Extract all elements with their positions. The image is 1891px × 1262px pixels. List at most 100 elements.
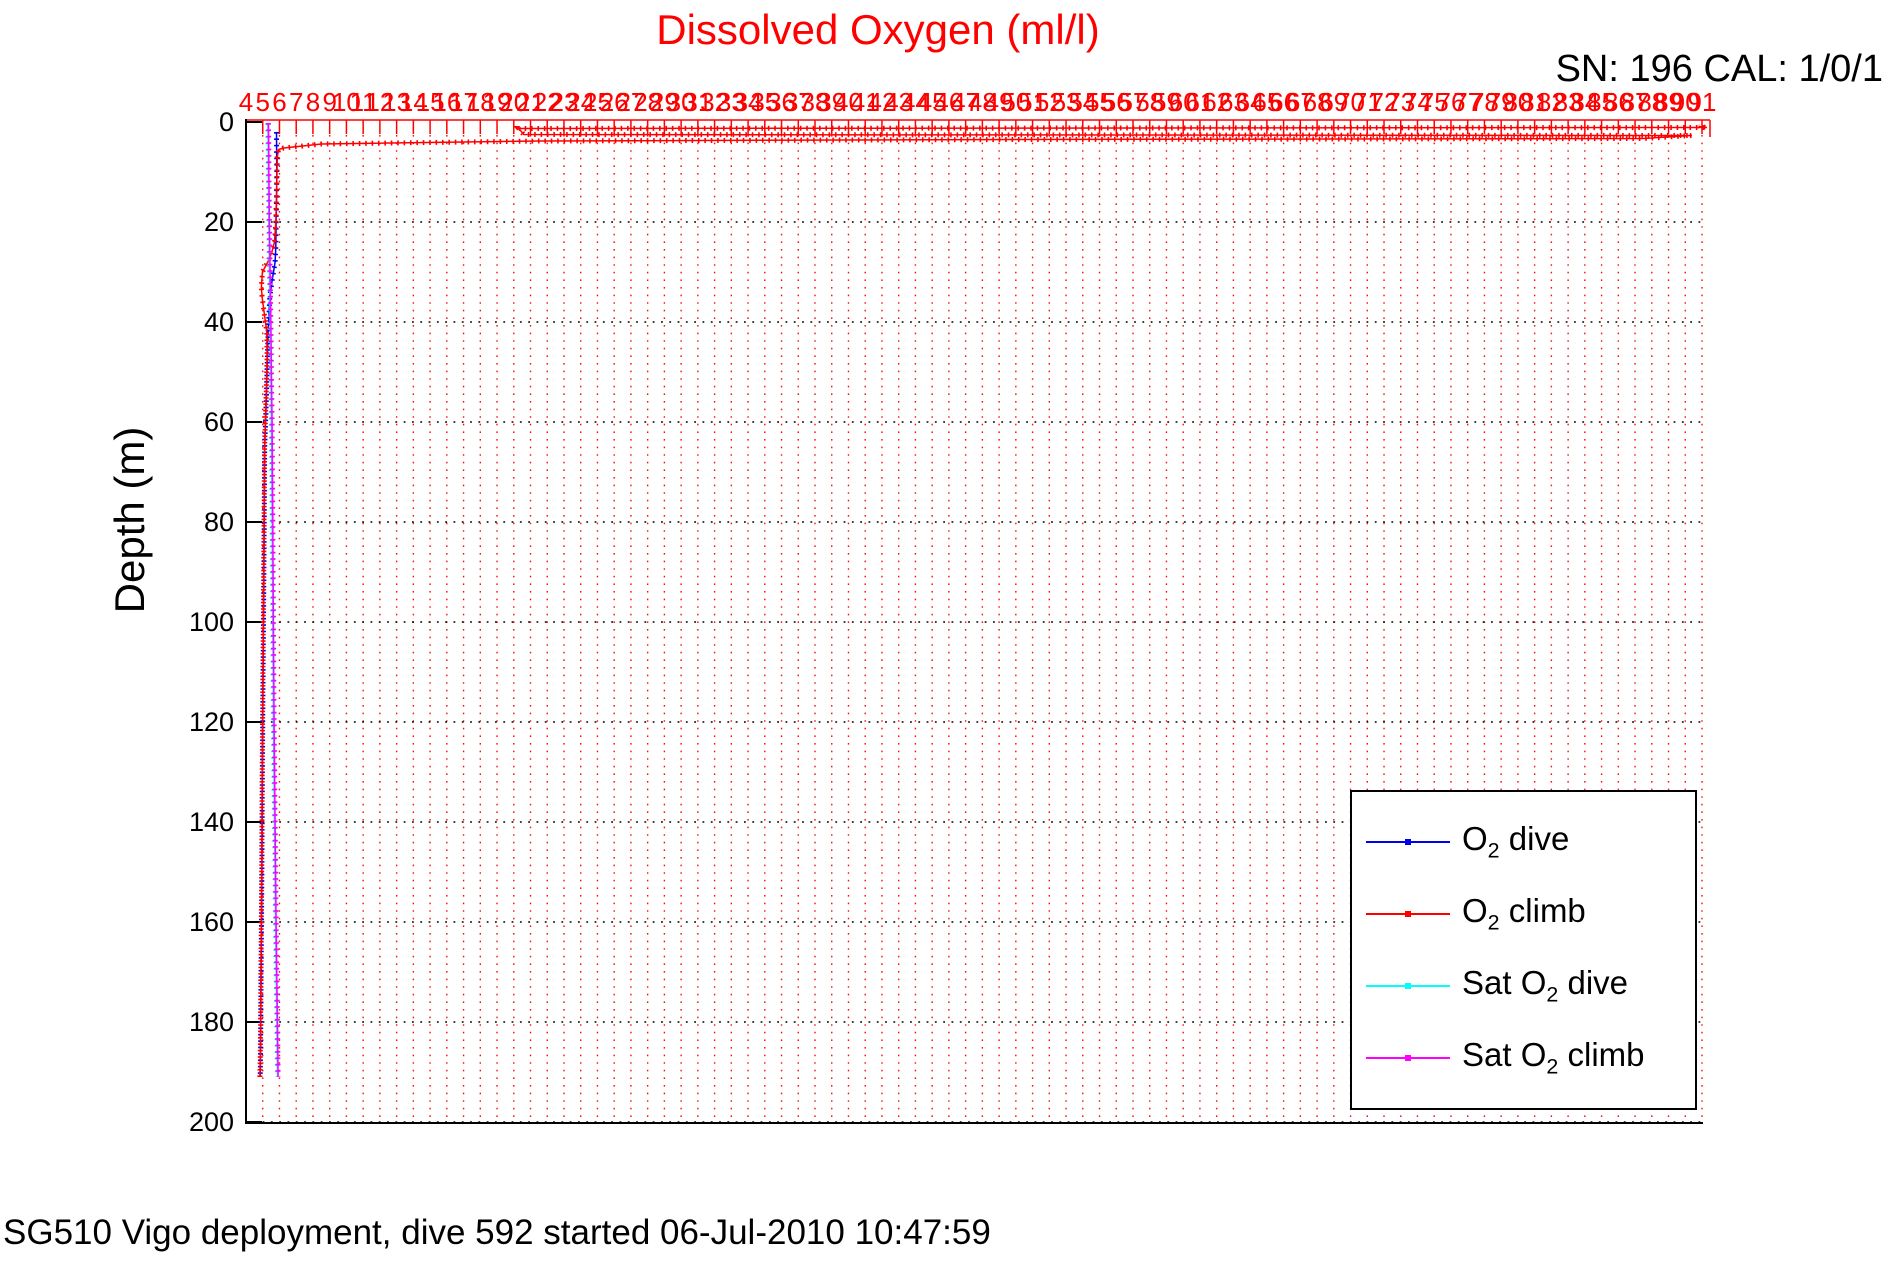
legend-label-suffix: dive bbox=[1499, 820, 1570, 858]
svg-text:88: 88 bbox=[1637, 87, 1666, 117]
top-axis bbox=[245, 119, 1711, 137]
svg-text:32: 32 bbox=[700, 87, 729, 117]
svg-text:11: 11 bbox=[350, 87, 377, 117]
svg-text:80: 80 bbox=[1503, 87, 1532, 117]
svg-text:89: 89 bbox=[1654, 87, 1683, 117]
legend-label-sat-o2-dive: Sat O bbox=[1462, 964, 1547, 1002]
legend-label-o2-climb: O bbox=[1462, 892, 1488, 930]
svg-text:33: 33 bbox=[717, 87, 746, 117]
legend-item-o2-dive: O2 dive bbox=[1352, 820, 1695, 864]
svg-text:82: 82 bbox=[1537, 87, 1566, 117]
svg-text:19: 19 bbox=[483, 87, 512, 117]
svg-text:24: 24 bbox=[566, 87, 595, 117]
svg-text:23: 23 bbox=[550, 87, 579, 117]
svg-text:10: 10 bbox=[332, 87, 361, 117]
legend-label-subscript: 2 bbox=[1546, 1054, 1559, 1079]
svg-text:21: 21 bbox=[516, 87, 545, 117]
svg-text:54: 54 bbox=[1068, 87, 1097, 117]
svg-text:20: 20 bbox=[499, 87, 528, 117]
svg-text:49: 49 bbox=[985, 87, 1014, 117]
svg-text:20: 20 bbox=[204, 207, 234, 237]
legend-label-suffix: climb bbox=[1558, 1036, 1645, 1074]
svg-text:52: 52 bbox=[1035, 87, 1064, 117]
svg-text:70: 70 bbox=[1336, 87, 1365, 117]
legend-item-o2-climb: O2 climb bbox=[1352, 892, 1695, 936]
svg-text:37: 37 bbox=[784, 87, 813, 117]
legend-item-sat-o2-climb: Sat O2 climb bbox=[1352, 1036, 1695, 1080]
svg-text:120: 120 bbox=[189, 707, 234, 737]
svg-text:85: 85 bbox=[1587, 87, 1616, 117]
svg-text:86: 86 bbox=[1604, 87, 1633, 117]
svg-text:39: 39 bbox=[817, 87, 846, 117]
legend-line-sample-o2-climb bbox=[1366, 911, 1450, 918]
svg-text:90: 90 bbox=[1671, 87, 1700, 117]
legend-label-sat-o2-climb: Sat O bbox=[1462, 1036, 1547, 1074]
svg-text:78: 78 bbox=[1470, 87, 1499, 117]
svg-text:31: 31 bbox=[683, 87, 712, 117]
svg-text:68: 68 bbox=[1303, 87, 1332, 117]
svg-text:72: 72 bbox=[1370, 87, 1399, 117]
svg-text:34: 34 bbox=[734, 87, 763, 117]
svg-text:35: 35 bbox=[750, 87, 779, 117]
legend-label-subscript: 2 bbox=[1487, 838, 1500, 863]
legend-line-sample-sat-o2-climb bbox=[1366, 1054, 1450, 1061]
svg-text:4: 4 bbox=[239, 87, 253, 117]
svg-text:83: 83 bbox=[1554, 87, 1583, 117]
svg-text:180: 180 bbox=[189, 1007, 234, 1037]
svg-text:75: 75 bbox=[1420, 87, 1449, 117]
svg-text:29: 29 bbox=[650, 87, 679, 117]
legend-label-o2-dive: O bbox=[1462, 820, 1488, 858]
svg-text:41: 41 bbox=[851, 87, 880, 117]
svg-text:44: 44 bbox=[901, 87, 930, 117]
svg-text:60: 60 bbox=[204, 407, 234, 437]
svg-text:8: 8 bbox=[306, 87, 320, 117]
svg-text:38: 38 bbox=[801, 87, 830, 117]
svg-text:28: 28 bbox=[633, 87, 662, 117]
legend-label-suffix: climb bbox=[1499, 892, 1586, 930]
svg-text:62: 62 bbox=[1202, 87, 1231, 117]
svg-text:60: 60 bbox=[1169, 87, 1198, 117]
legend-line-sample-sat-o2-dive bbox=[1366, 982, 1450, 989]
svg-text:91: 91 bbox=[1688, 87, 1717, 117]
svg-text:76: 76 bbox=[1437, 87, 1466, 117]
figure-caption: SG510 Vigo deployment, dive 592 started … bbox=[3, 1213, 991, 1252]
svg-text:67: 67 bbox=[1286, 87, 1315, 117]
svg-text:71: 71 bbox=[1353, 87, 1382, 117]
svg-text:65: 65 bbox=[1252, 87, 1281, 117]
svg-text:18: 18 bbox=[466, 87, 495, 117]
series-sat-o2-climb bbox=[265, 122, 281, 1078]
legend-label-subscript: 2 bbox=[1487, 910, 1500, 935]
svg-text:87: 87 bbox=[1621, 87, 1650, 117]
svg-text:100: 100 bbox=[189, 607, 234, 637]
svg-text:160: 160 bbox=[189, 907, 234, 937]
svg-text:53: 53 bbox=[1052, 87, 1081, 117]
svg-text:5: 5 bbox=[256, 87, 270, 117]
legend-marker-o2-dive bbox=[1405, 839, 1411, 846]
legend-marker-sat-o2-climb bbox=[1405, 1054, 1411, 1061]
svg-text:15: 15 bbox=[416, 87, 445, 117]
legend-marker-sat-o2-dive bbox=[1405, 982, 1411, 989]
svg-text:14: 14 bbox=[399, 87, 428, 117]
svg-text:56: 56 bbox=[1102, 87, 1131, 117]
legend-line-sample-o2-dive bbox=[1366, 839, 1450, 846]
legend-label-subscript: 2 bbox=[1546, 982, 1559, 1007]
svg-text:63: 63 bbox=[1219, 87, 1248, 117]
svg-text:81: 81 bbox=[1520, 87, 1549, 117]
svg-text:73: 73 bbox=[1386, 87, 1415, 117]
legend-label-suffix: dive bbox=[1558, 964, 1629, 1002]
svg-text:140: 140 bbox=[189, 807, 234, 837]
svg-text:17: 17 bbox=[449, 87, 478, 117]
svg-text:66: 66 bbox=[1269, 87, 1298, 117]
x-tick-labels: 4 5 6 7 8 91011121314151617181920212223242526… bbox=[239, 87, 1717, 117]
svg-text:26: 26 bbox=[600, 87, 629, 117]
svg-text:59: 59 bbox=[1152, 87, 1181, 117]
svg-text:25: 25 bbox=[583, 87, 612, 117]
svg-text:80: 80 bbox=[204, 507, 234, 537]
svg-text:50: 50 bbox=[1001, 87, 1030, 117]
legend-marker-o2-climb bbox=[1405, 911, 1411, 918]
svg-text:47: 47 bbox=[951, 87, 980, 117]
svg-text:61: 61 bbox=[1185, 87, 1214, 117]
svg-text:36: 36 bbox=[767, 87, 796, 117]
svg-text:40: 40 bbox=[834, 87, 863, 117]
